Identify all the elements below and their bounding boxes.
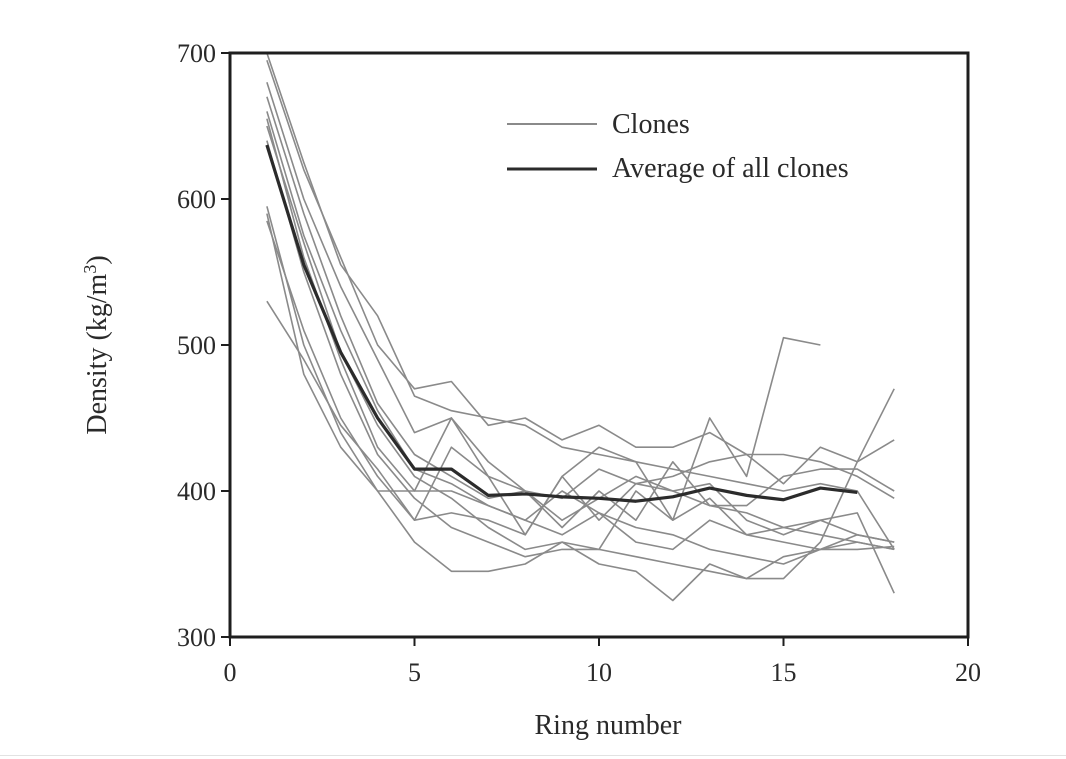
- clone-series-line-8: [266, 206, 895, 602]
- x-tick-label: 20: [955, 658, 981, 687]
- clone-series-line-12: [266, 125, 895, 551]
- clone-series-line-9: [266, 213, 895, 500]
- average-line-layer: [265, 144, 858, 503]
- x-tick-label: 0: [224, 658, 237, 687]
- legend: Clones Average of all clones: [507, 109, 849, 184]
- clone-lines-layer: [266, 52, 895, 602]
- x-tick-label: 15: [771, 658, 797, 687]
- clone-series-line-2: [266, 60, 895, 499]
- clone-series-line-1: [266, 52, 895, 550]
- clone-series-line-6: [266, 118, 895, 565]
- axis-ticks: [221, 52, 969, 646]
- clone-series-line-10: [266, 220, 821, 536]
- bottom-divider: [0, 755, 1066, 756]
- clone-series-line-5: [266, 111, 895, 551]
- y-tick-label: 600: [177, 185, 216, 214]
- average-series-line: [265, 144, 858, 503]
- y-tick-label: 700: [177, 39, 216, 68]
- y-tick-label: 500: [177, 331, 216, 360]
- legend-label-average: Average of all clones: [612, 153, 849, 184]
- y-axis-title-main: Density (kg/m: [82, 273, 113, 434]
- y-axis-title-close: ): [82, 255, 113, 264]
- clone-series-line-7: [266, 140, 895, 580]
- clone-series-line-4: [266, 96, 895, 594]
- x-tick-label: 10: [586, 658, 612, 687]
- x-tick-label: 5: [408, 658, 421, 687]
- axis-tick-labels: 0 5 10 15 20 300 400 500 600 700: [177, 39, 981, 687]
- x-axis-title: Ring number: [535, 710, 683, 741]
- y-tick-label: 300: [177, 623, 216, 652]
- y-tick-label: 400: [177, 477, 216, 506]
- y-axis-title: Density (kg/m3): [80, 255, 113, 434]
- legend-label-clones: Clones: [612, 109, 690, 140]
- y-axis-title-superscript: 3: [80, 265, 100, 274]
